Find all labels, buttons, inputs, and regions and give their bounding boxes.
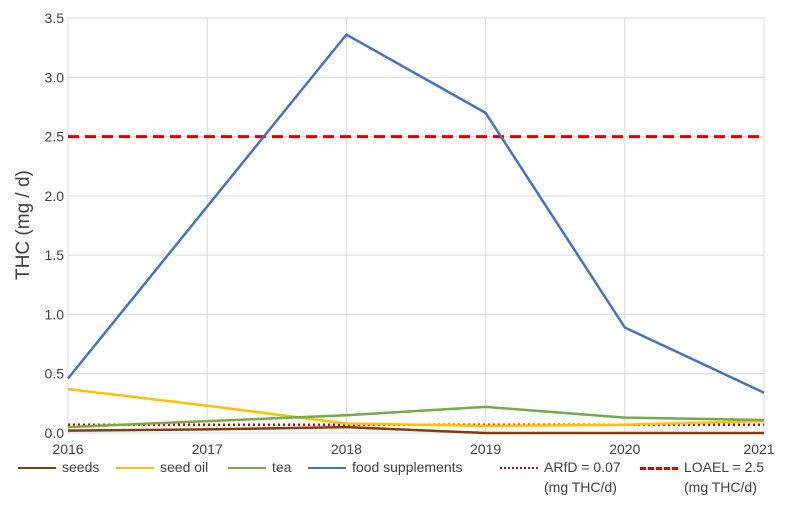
legend-item-seeds: seeds: [18, 458, 99, 477]
y-tick-labels: 0.0 0.5 1.0 1.5 2.0 2.5 3.0 3.5: [45, 10, 65, 441]
x-tick-label: 2019: [470, 441, 501, 457]
series-line-seed-oil: [67, 387, 765, 428]
series-line-seeds: [67, 425, 764, 435]
y-tick-label: 0.5: [45, 366, 65, 382]
x-tick-label: 2018: [331, 441, 362, 457]
legend-item-tea: tea: [228, 458, 291, 477]
y-tick-label: 2.0: [45, 188, 65, 204]
y-tick-label: 0.0: [45, 425, 65, 441]
series-line-tea: [67, 405, 765, 429]
legend-swatch-food-supplements: [308, 467, 346, 469]
grid-lines: [67, 17, 765, 434]
legend-label-arfd: ARfD = 0.07: [544, 459, 621, 475]
series-lines: [67, 33, 765, 435]
y-tick-label: 1.0: [45, 306, 65, 322]
y-tick-label: 3.5: [45, 10, 65, 26]
legend-item-seed-oil: seed oil: [116, 458, 208, 477]
legend-unit-loael: (mg THC/d): [684, 479, 757, 495]
legend-swatch-seed-oil: [116, 467, 154, 469]
legend-label-loael: LOAEL = 2.5: [684, 459, 765, 475]
chart-plot-area: 0.00.51.01.52.02.53.03.5 2016 2017 2018 201…: [13, 10, 775, 457]
y-axis-label: THC (mg / d): [13, 170, 34, 280]
legend-item-arfd: ARfD = 0.07 (mg THC/d): [500, 458, 621, 497]
reference-lines: [68, 135, 764, 426]
legend-label-seed-oil: seed oil: [160, 459, 209, 475]
legend-unit-arfd: (mg THC/d): [544, 479, 617, 495]
legend-item-loael: LOAEL = 2.5 (mg THC/d): [640, 458, 764, 497]
x-tick-labels: 2016 2017 2018 2019 2020 2021: [52, 441, 774, 457]
x-tick-label: 2016: [52, 441, 83, 457]
legend-item-food-supplements: food supplements: [308, 458, 463, 477]
legend-label-tea: tea: [272, 459, 292, 475]
y-tick-label: 1.5: [45, 247, 65, 263]
series-line-food-supplements: [67, 33, 765, 394]
y-tick-label: 2.5: [45, 129, 65, 145]
legend-swatch-loael: [640, 467, 678, 470]
x-tick-label: 2020: [609, 441, 640, 457]
legend-swatch-arfd: [500, 467, 538, 469]
x-tick-label: 2017: [192, 441, 223, 457]
y-tick-label: 3.0: [45, 69, 65, 85]
legend-swatch-seeds: [18, 467, 56, 469]
legend: seeds seed oil tea food supplements ARfD…: [0, 458, 785, 506]
legend-swatch-tea: [228, 467, 266, 469]
x-tick-label: 2021: [743, 441, 774, 457]
legend-label-food-supplements: food supplements: [352, 459, 463, 475]
legend-label-seeds: seeds: [62, 459, 100, 475]
